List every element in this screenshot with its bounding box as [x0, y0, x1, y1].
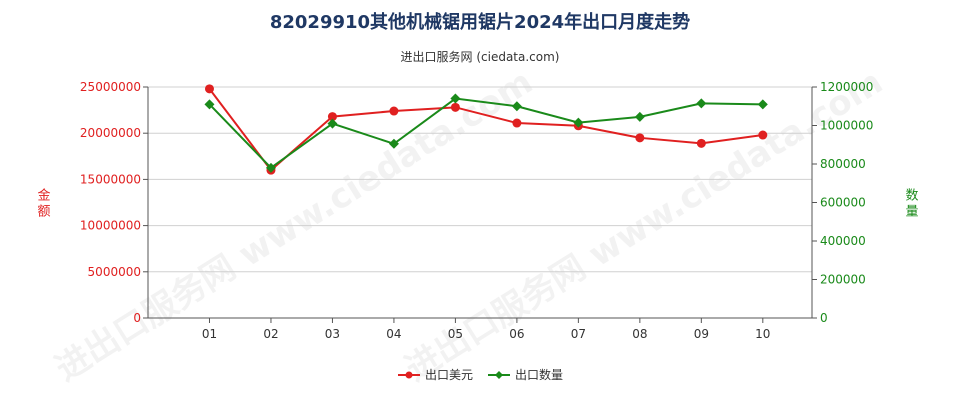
y-right-tick-label: 800000 [820, 157, 866, 171]
series-2-point [757, 99, 768, 110]
y-left-axis-title-char: 金 [37, 188, 50, 204]
y-right-axis-title: 数量 [905, 189, 918, 220]
series-2-point [573, 117, 584, 128]
y-left-tick-label: 0 [133, 311, 141, 325]
y-right-tick-label: 1000000 [820, 119, 873, 133]
series-1-point [204, 84, 214, 94]
series-line-2 [208, 97, 763, 170]
x-tick-label: 07 [571, 327, 586, 341]
y-left-tick-label: 10000000 [80, 219, 141, 233]
chart-title: 82029910其他机械锯用锯片2024年出口月度走势 [269, 12, 691, 33]
y-left-tick-label: 5000000 [88, 265, 141, 279]
series-1-point [696, 138, 706, 148]
series-1-point [512, 118, 522, 128]
x-tick-label: 01 [202, 327, 217, 341]
x-tick-label: 09 [694, 327, 709, 341]
series-2-point [450, 93, 461, 104]
series-2-point [511, 101, 522, 112]
x-tick-label: 02 [263, 327, 278, 341]
series-2-point [327, 118, 338, 129]
x-tick-label: 03 [325, 327, 340, 341]
x-tick-label: 10 [755, 327, 770, 341]
x-tick-label: 04 [386, 327, 401, 341]
series-2-point [204, 99, 215, 110]
y-right-tick-label: 600000 [820, 196, 866, 210]
series-2-point [634, 111, 645, 122]
y-left-axis-title-text: 金额 [37, 188, 50, 220]
y-right-tick-label: 400000 [820, 234, 866, 248]
x-tick-label: 05 [448, 327, 463, 341]
series-2-point [265, 162, 276, 173]
series-2-point [388, 138, 399, 149]
y-right-tick-label: 0 [820, 311, 828, 325]
series-line-1 [208, 88, 763, 172]
y-left-tick-label: 25000000 [80, 80, 141, 94]
legend-label: 出口美元 [425, 368, 473, 382]
y-right-tick-label: 1200000 [820, 80, 873, 94]
series-1-point [327, 112, 337, 122]
legend-swatch-marker [405, 371, 413, 379]
y-right-axis-title-char: 数 [905, 189, 918, 204]
x-tick-label: 08 [632, 327, 647, 341]
x-tick-label: 06 [509, 327, 524, 341]
legend-label: 出口数量 [515, 367, 563, 382]
y-right-tick-label: 200000 [820, 273, 866, 287]
series-1-point [758, 130, 768, 140]
series-1-point [389, 106, 399, 116]
y-left-tick-label: 15000000 [80, 172, 141, 186]
series-1-point [635, 133, 645, 143]
series-2-point [696, 98, 707, 109]
y-left-tick-label: 20000000 [80, 126, 141, 140]
y-left-axis-title-char: 额 [37, 205, 50, 220]
y-right-axis-title-text: 数量 [905, 189, 918, 220]
series-1-point [450, 102, 460, 112]
y-left-axis-title: 金额 [37, 188, 50, 220]
legend-swatch-marker [495, 371, 503, 379]
y-right-axis-title-char: 量 [905, 205, 918, 220]
chart-subtitle: 进出口服务网 (ciedata.com) [400, 50, 560, 64]
